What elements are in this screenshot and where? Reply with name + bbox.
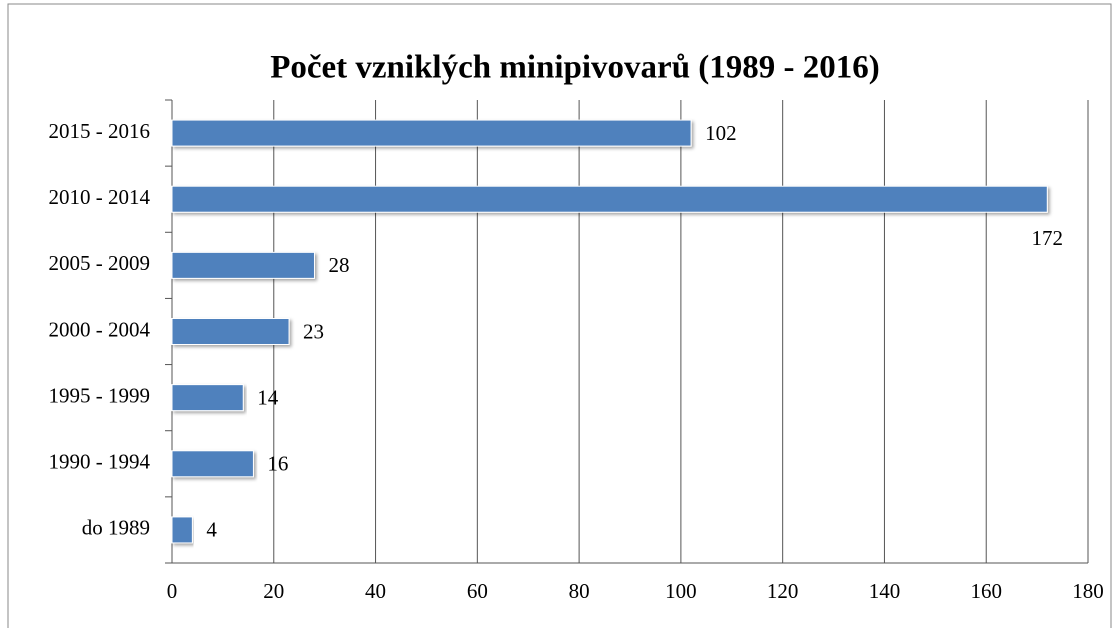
bar	[171, 516, 193, 544]
x-tick-label: 0	[167, 579, 178, 603]
y-tick-label: 1990 - 1994	[49, 450, 151, 474]
x-tick-label: 20	[263, 579, 284, 603]
bar	[171, 185, 1048, 213]
bar	[171, 384, 244, 412]
value-label: 172	[1032, 226, 1064, 250]
y-tick-label: 1995 - 1999	[49, 383, 151, 407]
y-tick-label: 2005 - 2009	[49, 251, 151, 275]
y-tick-label: 2000 - 2004	[49, 317, 151, 341]
x-tick-label: 160	[970, 579, 1002, 603]
value-label: 28	[328, 253, 349, 277]
y-tick-label: 2010 - 2014	[49, 185, 151, 209]
x-tick-label: 60	[467, 579, 488, 603]
x-tick-label: 80	[569, 579, 590, 603]
chart-title: Počet vzniklých minipivovarů (1989 - 201…	[270, 50, 880, 86]
bar	[171, 450, 254, 478]
x-tick-label: 120	[767, 579, 799, 603]
value-label: 4	[206, 518, 217, 542]
x-tick-label: 100	[665, 579, 697, 603]
y-tick-label: 2015 - 2016	[49, 119, 151, 143]
bar	[171, 251, 315, 279]
x-tick-label: 180	[1072, 579, 1104, 603]
chart-frame	[7, 3, 1112, 628]
x-tick-label: 40	[365, 579, 386, 603]
value-label: 23	[303, 319, 324, 343]
bar	[171, 119, 692, 147]
value-label: 14	[257, 385, 279, 409]
bar	[171, 318, 290, 345]
x-tick-label: 140	[869, 579, 901, 603]
y-tick-label: do 1989	[82, 516, 150, 540]
value-label: 16	[267, 452, 288, 476]
value-label: 102	[705, 121, 737, 145]
